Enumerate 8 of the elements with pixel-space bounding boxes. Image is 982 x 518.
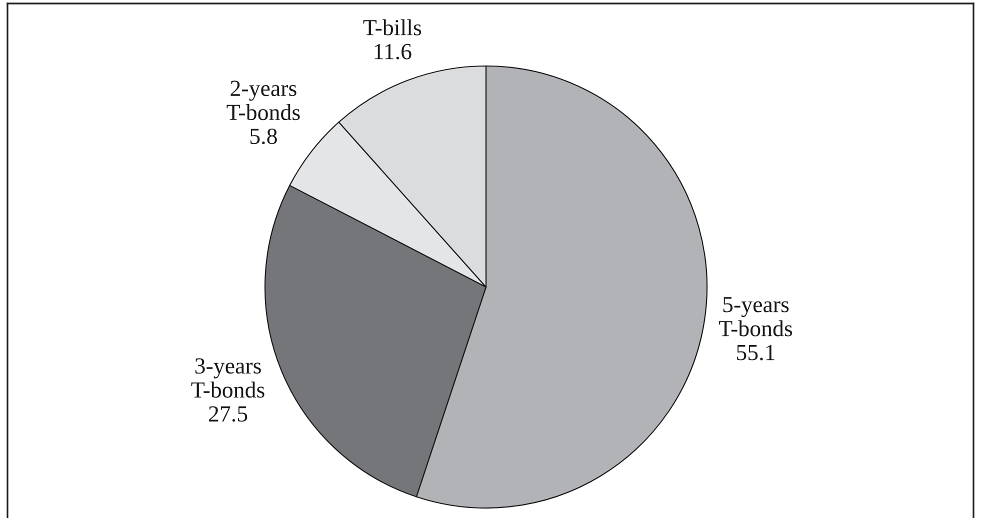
data-label: 5.8	[250, 128, 277, 144]
slice-label: 5-years T-bonds	[719, 297, 792, 336]
data-label: 27.5	[208, 406, 248, 422]
data-label: 11.6	[374, 44, 412, 60]
slice-label: T-bills	[363, 19, 422, 36]
slice-label: 2-years T-bonds	[226, 80, 300, 120]
data-label: 55.1	[737, 344, 774, 360]
slice-label: 3-years T-bonds	[191, 358, 264, 398]
